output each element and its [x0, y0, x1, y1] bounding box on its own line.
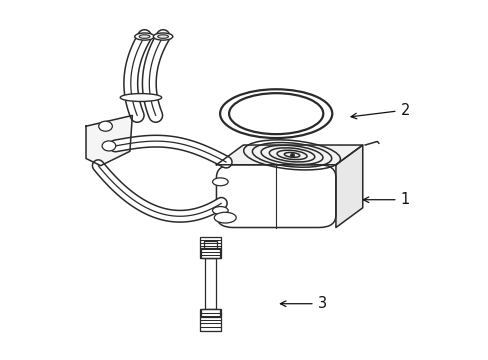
Bar: [199, 237, 221, 258]
Ellipse shape: [135, 33, 154, 40]
Ellipse shape: [139, 35, 150, 39]
Bar: [203, 241, 217, 248]
Ellipse shape: [228, 93, 323, 134]
Bar: [201, 248, 219, 258]
Ellipse shape: [153, 33, 172, 40]
Text: 3: 3: [280, 296, 326, 311]
FancyBboxPatch shape: [216, 165, 335, 228]
Polygon shape: [216, 145, 362, 165]
Circle shape: [99, 121, 112, 131]
Ellipse shape: [212, 178, 228, 186]
Bar: [204, 258, 216, 309]
Text: 2: 2: [350, 103, 409, 119]
Circle shape: [102, 141, 116, 151]
Polygon shape: [335, 145, 362, 228]
Ellipse shape: [212, 207, 228, 215]
Text: 1: 1: [363, 192, 409, 207]
Bar: [201, 309, 219, 317]
Ellipse shape: [120, 94, 162, 102]
Polygon shape: [86, 116, 132, 166]
Ellipse shape: [158, 35, 168, 39]
Ellipse shape: [214, 212, 236, 223]
Bar: [199, 309, 221, 330]
